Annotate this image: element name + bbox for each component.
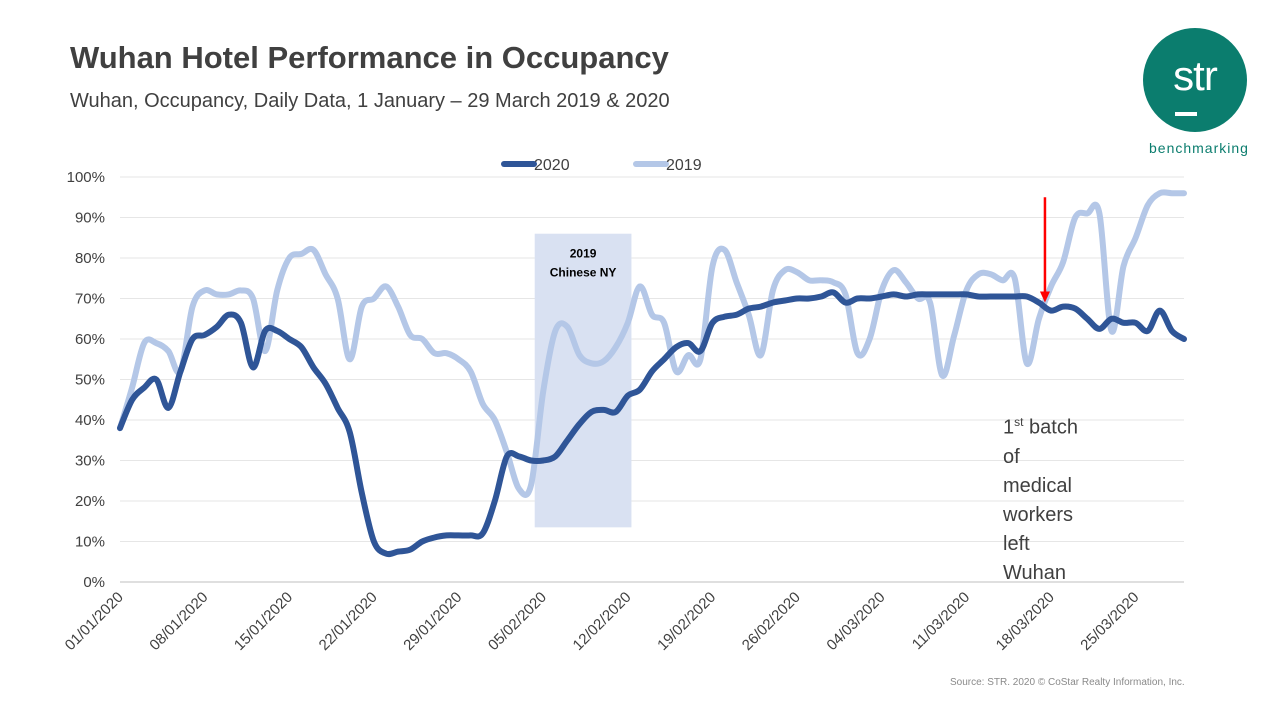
shaded-region-label: Chinese NY <box>550 266 617 280</box>
annotation-line: of <box>1003 445 1020 468</box>
y-tick-label: 60% <box>75 331 105 348</box>
y-tick-label: 30% <box>75 453 105 470</box>
x-tick-label: 11/03/2020 <box>909 589 973 653</box>
x-tick-label: 12/02/2020 <box>570 589 635 654</box>
y-tick-label: 0% <box>83 574 105 591</box>
annotation-line: batch <box>1023 416 1078 439</box>
x-tick-label: 05/02/2020 <box>485 589 550 654</box>
shaded-region-rect <box>534 233 632 528</box>
y-tick-label: 100% <box>67 169 105 186</box>
y-tick-label: 10% <box>75 534 105 551</box>
x-tick-label: 18/03/2020 <box>993 589 1058 654</box>
x-tick-label: 08/01/2020 <box>146 589 211 654</box>
medical-workers-annotation: 1st batch of medical workers left Wuhan <box>1003 408 1113 588</box>
source-note: Source: STR. 2020 © CoStar Realty Inform… <box>950 677 1185 688</box>
y-axis: 0% 10% 20% 30% 40% 50% 60% 70% 80% 90% 100% <box>67 169 105 591</box>
series-line-2019 <box>117 189 1187 498</box>
y-tick-label: 20% <box>75 493 105 510</box>
chart-title: Wuhan Hotel Performance in Occupancy <box>70 40 669 75</box>
y-tick-label: 80% <box>75 250 105 267</box>
annotation-line: Wuhan <box>1003 561 1067 584</box>
series-line-2020 <box>117 289 1187 558</box>
chinese-ny-shaded-region: 2019 Chinese NY <box>534 233 632 528</box>
x-tick-label: 19/02/2020 <box>654 589 719 654</box>
legend-label-2019: 2019 <box>666 157 702 174</box>
x-axis: 01/01/2020 08/01/2020 15/01/2020 22/01/2020… <box>62 589 1143 654</box>
legend: 2020 2019 <box>501 157 702 174</box>
x-tick-label: 26/02/2020 <box>739 589 804 654</box>
shaded-region-label: 2019 <box>570 247 597 261</box>
logo-underline <box>1175 112 1197 116</box>
x-tick-label: 25/03/2020 <box>1077 589 1142 654</box>
y-tick-label: 40% <box>75 412 105 429</box>
annotation-line: medical <box>1003 474 1072 497</box>
annotation-ordinal: 1 <box>1003 416 1015 439</box>
x-tick-label: 22/01/2020 <box>316 589 381 654</box>
x-tick-label: 01/01/2020 <box>62 589 127 654</box>
x-tick-label: 29/01/2020 <box>400 589 465 654</box>
annotation-line: workers <box>1003 503 1074 526</box>
str-logo: str <box>1143 28 1247 132</box>
y-tick-label: 50% <box>75 372 105 389</box>
y-tick-label: 70% <box>75 291 105 308</box>
chart-subtitle: Wuhan, Occupancy, Daily Data, 1 January … <box>70 90 670 112</box>
x-tick-label: 15/01/2020 <box>231 589 296 654</box>
logo-subtext: benchmarking <box>1149 140 1249 156</box>
gridlines <box>120 176 1184 583</box>
series-lines <box>117 189 1187 558</box>
annotation-line: left <box>1003 532 1030 555</box>
annotation-suffix: st <box>1014 415 1024 429</box>
event-arrow <box>1039 197 1050 303</box>
legend-label-2020: 2020 <box>534 157 570 174</box>
arrow-head <box>1039 291 1050 303</box>
logo-text: str <box>1173 52 1218 99</box>
x-tick-label: 04/03/2020 <box>823 589 888 654</box>
y-tick-label: 90% <box>75 210 105 227</box>
